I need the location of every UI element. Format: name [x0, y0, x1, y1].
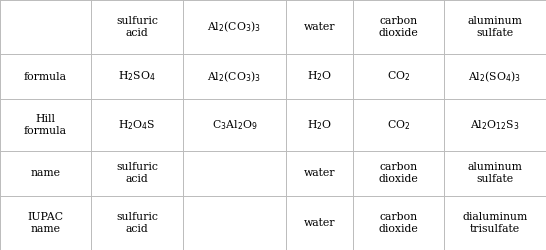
Text: water: water — [304, 22, 335, 32]
Text: H$_2$O: H$_2$O — [307, 118, 332, 132]
Text: H$_2$O$_4$S: H$_2$O$_4$S — [118, 118, 156, 132]
Text: Hill
formula: Hill formula — [24, 114, 67, 136]
Text: carbon
dioxide: carbon dioxide — [378, 212, 418, 234]
Text: water: water — [304, 168, 335, 178]
Text: dialuminum
trisulfate: dialuminum trisulfate — [462, 212, 527, 234]
Text: sulfuric
acid: sulfuric acid — [116, 212, 158, 234]
Text: name: name — [31, 168, 61, 178]
Text: aluminum
sulfate: aluminum sulfate — [467, 16, 522, 38]
Text: formula: formula — [24, 72, 67, 82]
Text: CO$_2$: CO$_2$ — [387, 118, 410, 132]
Text: carbon
dioxide: carbon dioxide — [378, 162, 418, 184]
Text: H$_2$O: H$_2$O — [307, 70, 332, 84]
Text: sulfuric
acid: sulfuric acid — [116, 162, 158, 184]
Text: Al$_2$O$_{12}$S$_3$: Al$_2$O$_{12}$S$_3$ — [470, 118, 520, 132]
Text: sulfuric
acid: sulfuric acid — [116, 16, 158, 38]
Text: C$_3$Al$_2$O$_9$: C$_3$Al$_2$O$_9$ — [212, 118, 257, 132]
Text: water: water — [304, 218, 335, 228]
Text: H$_2$SO$_4$: H$_2$SO$_4$ — [118, 70, 156, 84]
Text: Al$_2$(SO$_4$)$_3$: Al$_2$(SO$_4$)$_3$ — [468, 69, 521, 84]
Text: IUPAC
name: IUPAC name — [27, 212, 63, 234]
Text: carbon
dioxide: carbon dioxide — [378, 16, 418, 38]
Text: Al$_2$(CO$_3$)$_3$: Al$_2$(CO$_3$)$_3$ — [207, 20, 262, 34]
Text: Al$_2$(CO$_3$)$_3$: Al$_2$(CO$_3$)$_3$ — [207, 69, 262, 84]
Text: aluminum
sulfate: aluminum sulfate — [467, 162, 522, 184]
Text: CO$_2$: CO$_2$ — [387, 70, 410, 84]
